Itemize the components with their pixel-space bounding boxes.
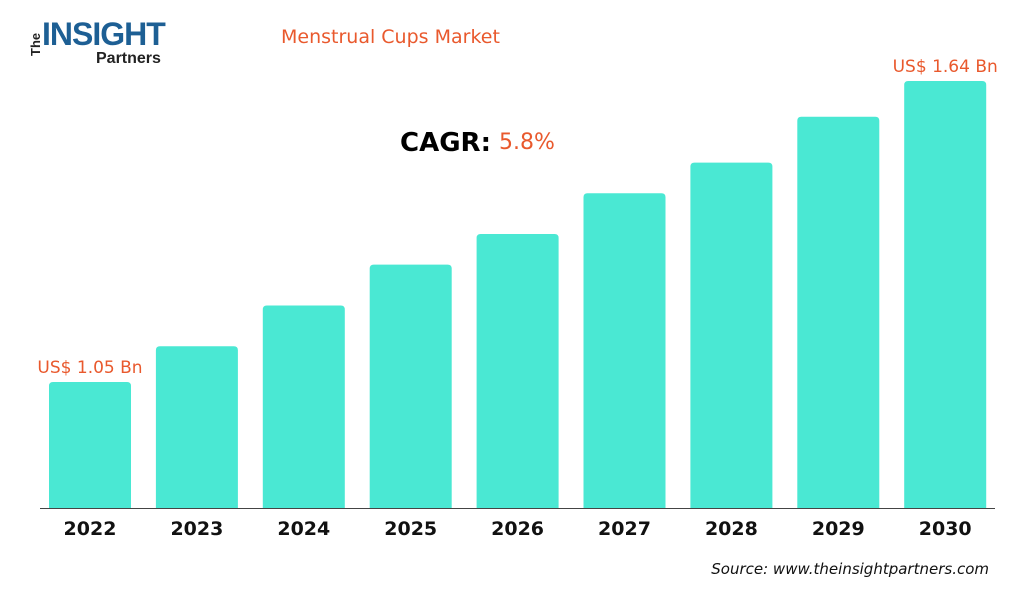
source-text: Source: www.theinsightpartners.com bbox=[711, 560, 989, 578]
bar-2024 bbox=[262, 305, 345, 508]
chart-title: Menstrual Cups Market bbox=[281, 26, 500, 48]
bar-2028 bbox=[690, 162, 773, 509]
x-tick-label: 2028 bbox=[705, 518, 758, 540]
x-tick-label: 2022 bbox=[64, 518, 117, 540]
x-tick-label: 2027 bbox=[598, 518, 651, 540]
x-tick-label: 2024 bbox=[277, 518, 330, 540]
cagr-value: 5.8% bbox=[499, 130, 555, 155]
logo-insight: INSIGHT bbox=[42, 16, 166, 52]
x-tick-label: 2023 bbox=[170, 518, 223, 540]
data-label: US$ 1.64 Bn bbox=[893, 57, 998, 77]
x-tick-label: 2030 bbox=[919, 518, 972, 540]
bar-2030 bbox=[904, 80, 987, 509]
logo-partners: Partners bbox=[96, 50, 161, 67]
bar-2022 bbox=[49, 381, 131, 508]
x-tick-label: 2025 bbox=[384, 518, 437, 540]
x-tick-label: 2029 bbox=[812, 518, 865, 540]
cagr-label: CAGR: bbox=[400, 128, 491, 158]
data-label: US$ 1.05 Bn bbox=[37, 358, 142, 378]
logo: The INSIGHT Partners bbox=[28, 14, 188, 70]
x-tick-label: 2026 bbox=[491, 518, 544, 540]
bar-2023 bbox=[155, 346, 238, 508]
bar-2027 bbox=[583, 193, 666, 509]
bar-2026 bbox=[476, 234, 559, 508]
bar-2025 bbox=[369, 264, 452, 508]
bar-2029 bbox=[797, 116, 880, 508]
